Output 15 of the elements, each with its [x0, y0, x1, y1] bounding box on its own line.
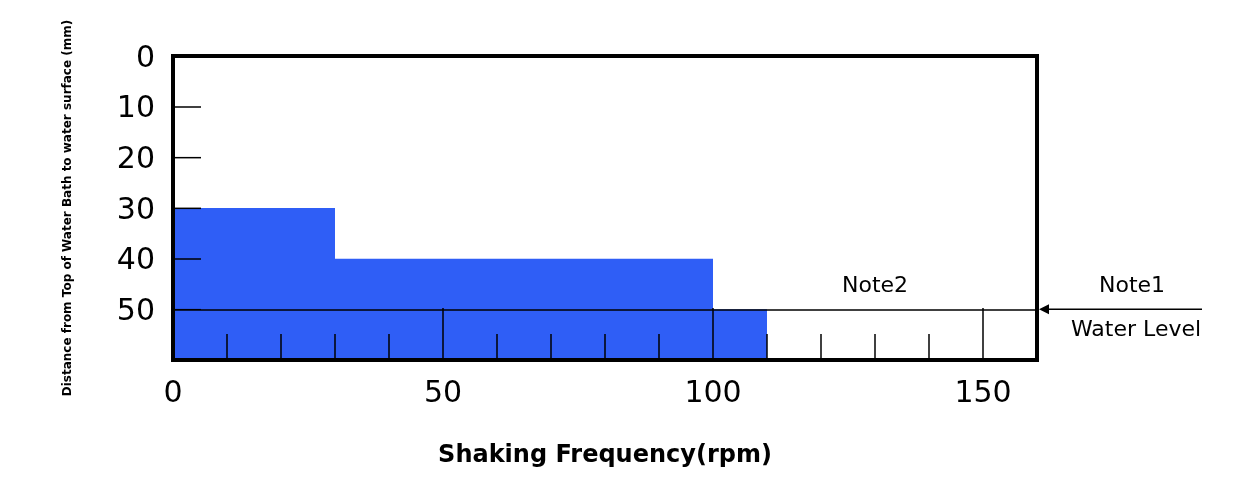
- text: Note1: [1099, 271, 1166, 297]
- y-axis-title: Distance from Top of Water Bath to water surface (mm): [60, 19, 74, 397]
- y-tick-label: 50: [116, 291, 155, 327]
- x-tick-label: 0: [163, 373, 183, 409]
- ref-line-label: Water Level: [1071, 315, 1202, 341]
- y-tick-label: 40: [116, 241, 155, 277]
- x-tick-label: 100: [684, 373, 742, 409]
- annotation: Note2: [841, 271, 909, 297]
- y-tick-label: 0: [135, 38, 155, 74]
- y-tick-label: 20: [116, 139, 155, 175]
- x-tick-label: 150: [954, 373, 1012, 409]
- x-axis-title: Shaking Frequency(rpm): [438, 440, 772, 468]
- y-tick-label: 30: [116, 190, 155, 226]
- y-tick-label: 10: [116, 89, 155, 125]
- x-tick-label: 50: [423, 373, 463, 409]
